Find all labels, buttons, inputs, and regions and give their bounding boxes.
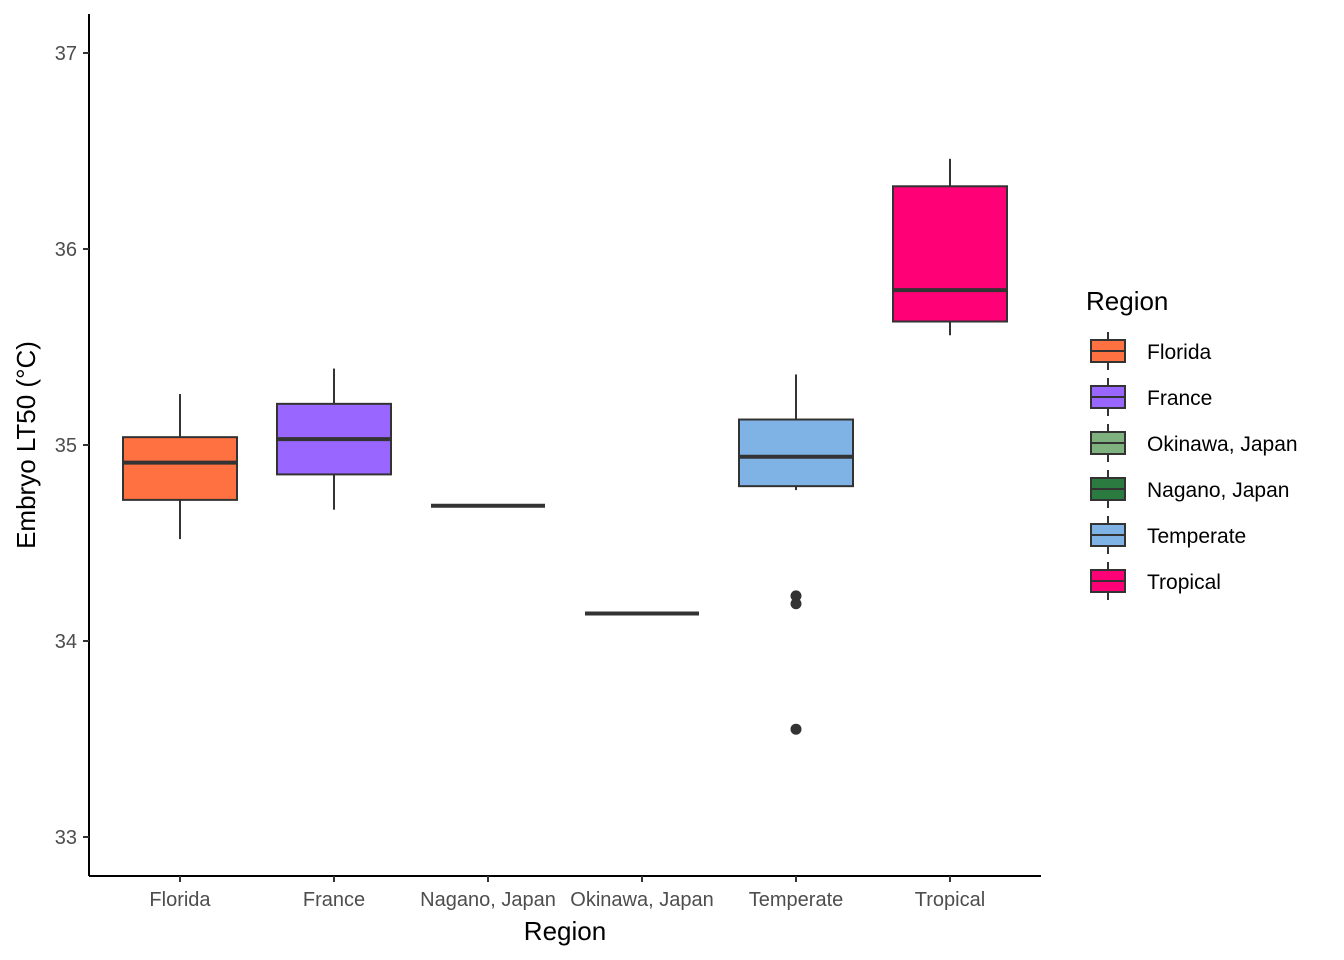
box-france — [276, 368, 392, 510]
legend-entry: Nagano, Japan — [1090, 470, 1289, 508]
y-tick-label: 35 — [55, 435, 77, 457]
x-tick-label: Okinawa, Japan — [570, 889, 713, 911]
x-tick-label: Temperate — [749, 889, 844, 911]
y-tick-label: 34 — [55, 631, 77, 653]
legend-entry: Florida — [1090, 332, 1212, 370]
box-temperate — [738, 374, 854, 735]
y-ticks: 33 34 35 36 37 — [55, 43, 89, 849]
legend-title: Region — [1086, 286, 1168, 316]
plot-area — [122, 158, 1008, 735]
x-ticks: Florida France Nagano, Japan Okinawa, Japan… — [149, 876, 985, 911]
y-tick-label: 36 — [55, 239, 77, 261]
y-tick-label: 37 — [55, 43, 77, 65]
legend: Region Florida France Okinawa, Japan Nagano… — [1086, 286, 1298, 600]
legend-label: Tropical — [1147, 571, 1221, 594]
x-tick-label: Florida — [149, 889, 211, 911]
x-tick-label: Nagano, Japan — [420, 889, 556, 911]
outlier-point — [790, 723, 802, 735]
legend-entry: France — [1090, 378, 1212, 416]
legend-label: France — [1147, 387, 1212, 410]
outlier-point — [790, 590, 802, 602]
x-tick-label: France — [303, 889, 365, 911]
legend-entry: Tropical — [1090, 562, 1221, 600]
legend-label: Okinawa, Japan — [1147, 433, 1298, 456]
box-body — [738, 418, 854, 488]
legend-entry: Okinawa, Japan — [1090, 424, 1298, 462]
outlier-point — [790, 598, 802, 610]
box-tropical — [892, 158, 1008, 336]
legend-entry: Temperate — [1090, 516, 1246, 554]
box-body — [122, 436, 238, 501]
legend-label: Florida — [1147, 341, 1212, 364]
legend-label: Temperate — [1147, 525, 1246, 548]
y-tick-label: 33 — [55, 827, 77, 849]
box-florida — [122, 394, 238, 540]
legend-label: Nagano, Japan — [1147, 479, 1289, 502]
x-tick-label: Tropical — [915, 889, 985, 911]
box-body — [892, 185, 1008, 323]
x-axis-title: Region — [524, 916, 606, 946]
y-axis-title: Embryo LT50 (°C) — [11, 341, 41, 549]
